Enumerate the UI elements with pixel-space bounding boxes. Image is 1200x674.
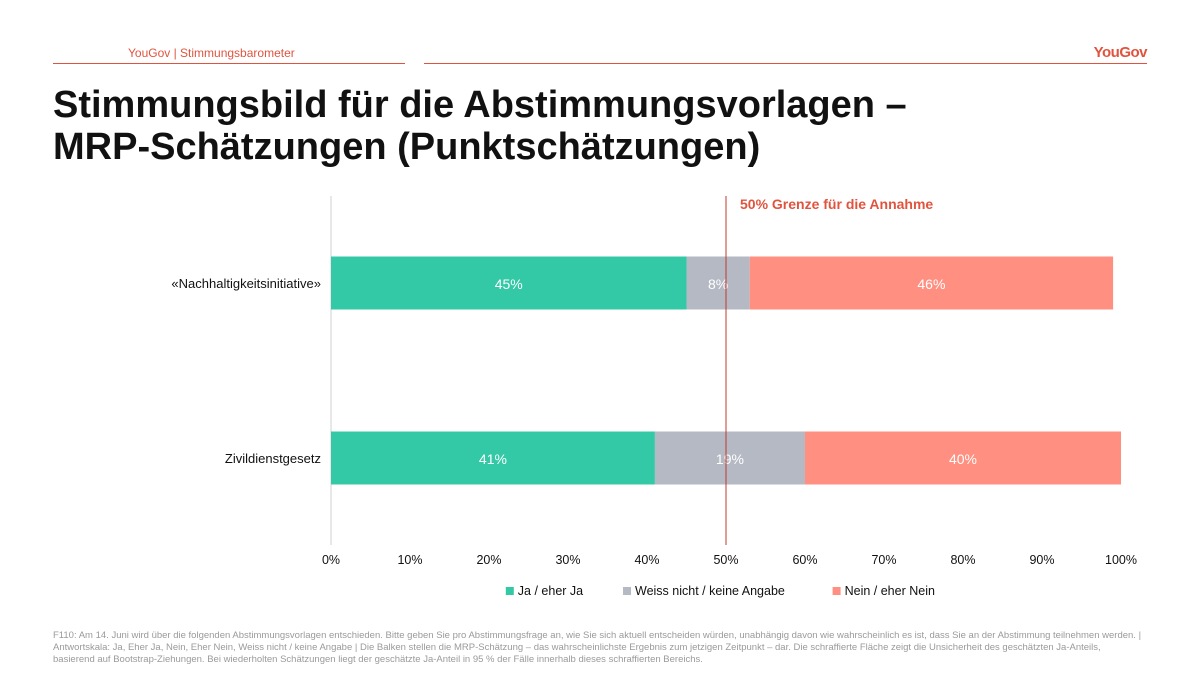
data-label: 19% <box>716 451 744 467</box>
header-rule-left <box>53 63 405 64</box>
x-tick-label: 100% <box>1105 553 1137 567</box>
legend-label: Ja / eher Ja <box>518 584 583 598</box>
data-label: 41% <box>479 451 507 467</box>
header-label: YouGov | Stimmungsbarometer <box>128 46 295 60</box>
header-rule-right <box>424 63 1147 64</box>
category-label: Zivildienstgesetz <box>225 451 321 466</box>
bar-segment <box>654 431 805 485</box>
data-label: 40% <box>949 451 977 467</box>
legend-swatch <box>832 587 841 595</box>
legend-swatch <box>623 587 631 595</box>
x-tick-label: 0% <box>322 553 340 567</box>
x-tick-label: 50% <box>713 553 738 567</box>
page-title: Stimmungsbild für die Abstimmungsvorlage… <box>53 84 1153 168</box>
x-tick-label: 10% <box>397 553 422 567</box>
yougov-logo: YouGov <box>1093 44 1148 61</box>
bar-segment <box>686 256 750 310</box>
data-label: 45% <box>495 276 523 292</box>
data-label: 8% <box>708 276 728 292</box>
legend-swatch <box>505 587 514 595</box>
footnote: F110: Am 14. Juni wird über die folgende… <box>53 630 1142 665</box>
bar-segment <box>749 256 1114 310</box>
legend-label: Nein / eher Nein <box>845 584 935 598</box>
bar-segment <box>331 431 655 485</box>
x-tick-label: 40% <box>634 553 659 567</box>
title-line-1: Stimmungsbild für die Abstimmungsvorlage… <box>53 84 907 126</box>
bar-segment <box>331 256 687 310</box>
x-tick-label: 60% <box>792 553 817 567</box>
x-tick-label: 80% <box>950 553 975 567</box>
x-tick-label: 90% <box>1029 553 1054 567</box>
legend-label: Weiss nicht / keine Angabe <box>635 584 785 598</box>
data-label: 46% <box>917 276 945 292</box>
title-line-2: MRP-Schätzungen (Punktschätzungen) <box>53 126 761 168</box>
category-label: «Nachhaltigkeitsinitiative» <box>171 276 321 291</box>
bar-segment <box>805 431 1121 485</box>
x-tick-label: 70% <box>871 553 896 567</box>
x-tick-label: 20% <box>476 553 501 567</box>
x-tick-label: 30% <box>555 553 580 567</box>
reference-line-label: 50% Grenze für die Annahme <box>740 196 933 212</box>
stacked-bar-chart: «Nachhaltigkeitsinitiative» 45% 8% 46% Zivil… <box>171 196 1137 598</box>
